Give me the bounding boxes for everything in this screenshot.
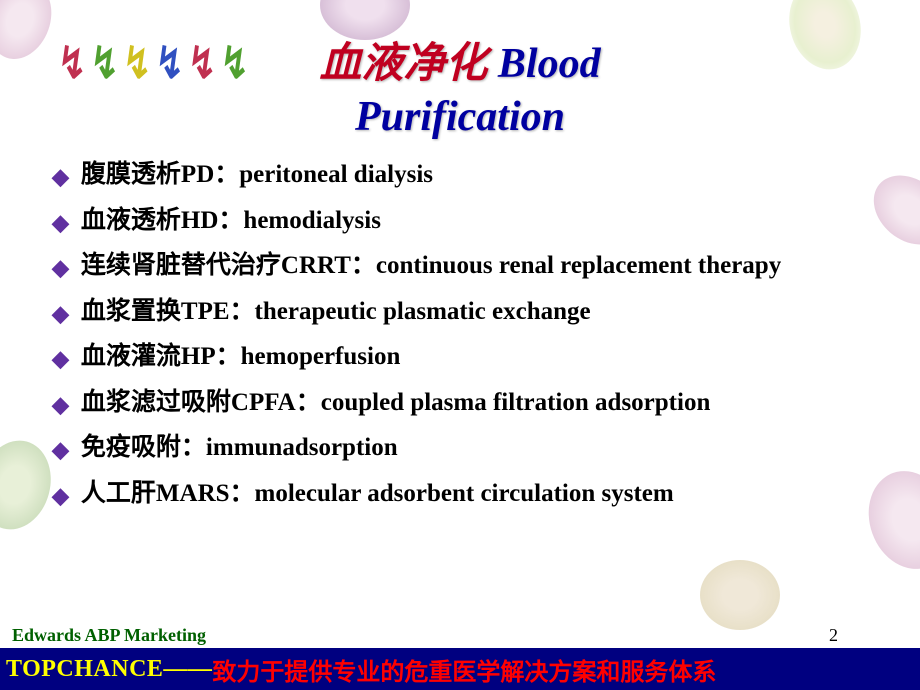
list-item: ◆ 人工肝MARS：molecular adsorbent circulatio…: [52, 475, 882, 513]
list-item: ◆ 腹膜透析PD：peritoneal dialysis: [52, 156, 882, 194]
diamond-icon: ◆: [52, 433, 69, 466]
list-item-text: 连续肾脏替代治疗CRRT：continuous renal replacemen…: [81, 247, 882, 285]
diamond-icon: ◆: [52, 479, 69, 512]
title-english-1: Blood: [498, 41, 601, 87]
diamond-icon: ◆: [52, 160, 69, 193]
diamond-icon: ◆: [52, 206, 69, 239]
diamond-icon: ◆: [52, 388, 69, 421]
bg-petal: [700, 560, 780, 630]
list-item-text: 免疫吸附：immunadsorption: [81, 429, 882, 467]
list-item-text: 血浆置换TPE：therapeutic plasmatic exchange: [81, 293, 882, 331]
bg-petal: [320, 0, 410, 40]
list-item: ◆ 免疫吸附：immunadsorption: [52, 429, 882, 467]
list-item-text: 腹膜透析PD：peritoneal dialysis: [81, 156, 882, 194]
title-english-2: Purification: [355, 94, 565, 140]
footer-tagline: 致力于提供专业的危重医学解决方案和服务体系: [212, 652, 716, 687]
list-item-text: 血浆滤过吸附CPFA：coupled plasma filtration ads…: [81, 384, 882, 422]
diamond-icon: ◆: [52, 251, 69, 284]
bullet-list: ◆ 腹膜透析PD：peritoneal dialysis ◆ 血液透析HD：he…: [52, 156, 882, 520]
footer-brand: TOPCHANCE——: [6, 656, 212, 683]
list-item: ◆ 血浆置换TPE：therapeutic plasmatic exchange: [52, 293, 882, 331]
title-chinese: 血液净化: [319, 41, 487, 87]
footer-bar: TOPCHANCE——致力于提供专业的危重医学解决方案和服务体系: [0, 648, 920, 690]
slide-title: 血液净化 Blood Purification: [0, 38, 920, 143]
list-item: ◆ 连续肾脏替代治疗CRRT：continuous renal replacem…: [52, 247, 882, 285]
list-item-text: 血液灌流HP：hemoperfusion: [81, 338, 882, 376]
list-item-text: 血液透析HD：hemodialysis: [81, 202, 882, 240]
page-number: 2: [829, 625, 838, 646]
list-item: ◆ 血液灌流HP：hemoperfusion: [52, 338, 882, 376]
list-item-text: 人工肝MARS：molecular adsorbent circulation …: [81, 475, 882, 513]
diamond-icon: ◆: [52, 342, 69, 375]
list-item: ◆ 血浆滤过吸附CPFA：coupled plasma filtration a…: [52, 384, 882, 422]
diamond-icon: ◆: [52, 297, 69, 330]
list-item: ◆ 血液透析HD：hemodialysis: [52, 202, 882, 240]
footer-author: Edwards ABP Marketing: [12, 625, 206, 646]
